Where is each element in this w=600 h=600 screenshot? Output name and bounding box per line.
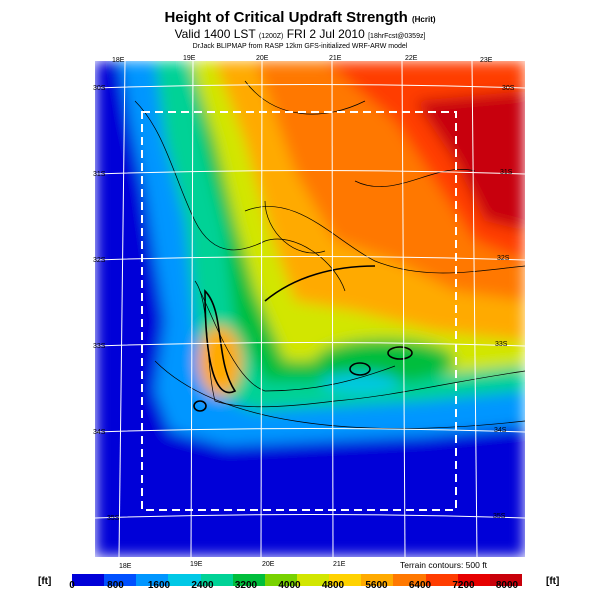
lon-label-top: 23E	[480, 57, 493, 64]
lat-label-left: 34S	[93, 429, 106, 436]
lon-label-bottom: 18E	[119, 563, 132, 570]
colorbar-swatch	[168, 574, 201, 586]
colorbar-swatch	[329, 574, 362, 586]
lon-label-top: 19E	[183, 55, 196, 62]
colorbar-tick-label: 0	[69, 580, 75, 591]
inner-domain-box	[141, 111, 457, 511]
lon-label-top: 22E	[405, 55, 418, 62]
colorbar-swatch	[425, 574, 458, 586]
zulu-time: (1200Z)	[258, 33, 284, 40]
colorbar-swatch	[136, 574, 169, 586]
colorbar-tick-label: 7200	[452, 580, 475, 591]
valid-date: FRI 2 Jul 2010	[286, 27, 365, 41]
lat-label-right: 35S	[493, 513, 506, 520]
colorbar-unit-right: [ft]	[546, 576, 560, 587]
subtitle: Valid 1400 LST (1200Z) FRI 2 Jul 2010 [1…	[0, 27, 600, 41]
lon-label-bottom: 21E	[333, 561, 346, 568]
forecast-info: [18hrFcst@0359z]	[368, 33, 426, 40]
colorbar-tick-label: 5600	[365, 580, 388, 591]
colorbar-unit-left: [ft]	[38, 576, 52, 587]
colorbar-tick-label: 3200	[234, 580, 258, 591]
colorbar-tick-label: 8000	[495, 580, 519, 591]
lat-label-left: 32S	[93, 257, 106, 264]
colorbar-swatch	[72, 574, 105, 586]
chart-title: Height of Critical Updraft Strength (Hcr…	[0, 9, 600, 26]
lon-label-top: 21E	[329, 55, 342, 62]
colorbar-swatch	[264, 574, 297, 586]
lat-label-left: 33S	[93, 343, 106, 350]
colorbar-swatch	[489, 574, 522, 586]
lat-label-right: 33S	[495, 341, 508, 348]
lat-label-left: 31S	[93, 171, 106, 178]
credit-line: DrJack BLIPMAP from RASP 12km GFS-initia…	[192, 43, 408, 50]
valid-time: Valid 1400 LST	[174, 27, 256, 41]
lon-label-bottom: 19E	[190, 561, 203, 568]
lat-label-right: 32S	[497, 255, 510, 262]
lat-label-right: 34S	[494, 427, 507, 434]
lat-label-right: 30S	[502, 85, 515, 92]
lon-label-bottom: 20E	[262, 561, 275, 568]
lat-label-right: 31S	[500, 169, 513, 176]
title-unit: (Hcrit)	[411, 15, 436, 24]
colorbar-swatch	[361, 574, 394, 586]
terrain-contour-note: Terrain contours: 500 ft	[400, 560, 487, 570]
colorbar-tick-label: 6400	[408, 580, 432, 591]
colorbar-tick-label: 800	[107, 580, 124, 591]
lon-label-top: 18E	[112, 57, 125, 64]
colorbar-tick-label: 2400	[191, 580, 214, 591]
lat-label-left: 35S	[107, 515, 120, 522]
colorbar-swatch	[104, 574, 137, 586]
colorbar-swatch	[393, 574, 426, 586]
colorbar-swatch	[296, 574, 330, 586]
colorbar-swatch	[200, 574, 233, 586]
colorbar	[72, 574, 522, 586]
lon-label-top: 20E	[256, 55, 269, 62]
lat-label-left: 30S	[93, 85, 106, 92]
colorbar-tick-label: 1600	[147, 580, 171, 591]
colorbar-swatch	[232, 574, 265, 586]
colorbar-swatch	[457, 574, 490, 586]
colorbar-tick-label: 4000	[278, 580, 301, 591]
colorbar-tick-label: 4800	[321, 580, 345, 591]
title-main: Height of Critical Updraft Strength	[164, 9, 408, 26]
forecast-map	[95, 61, 525, 557]
